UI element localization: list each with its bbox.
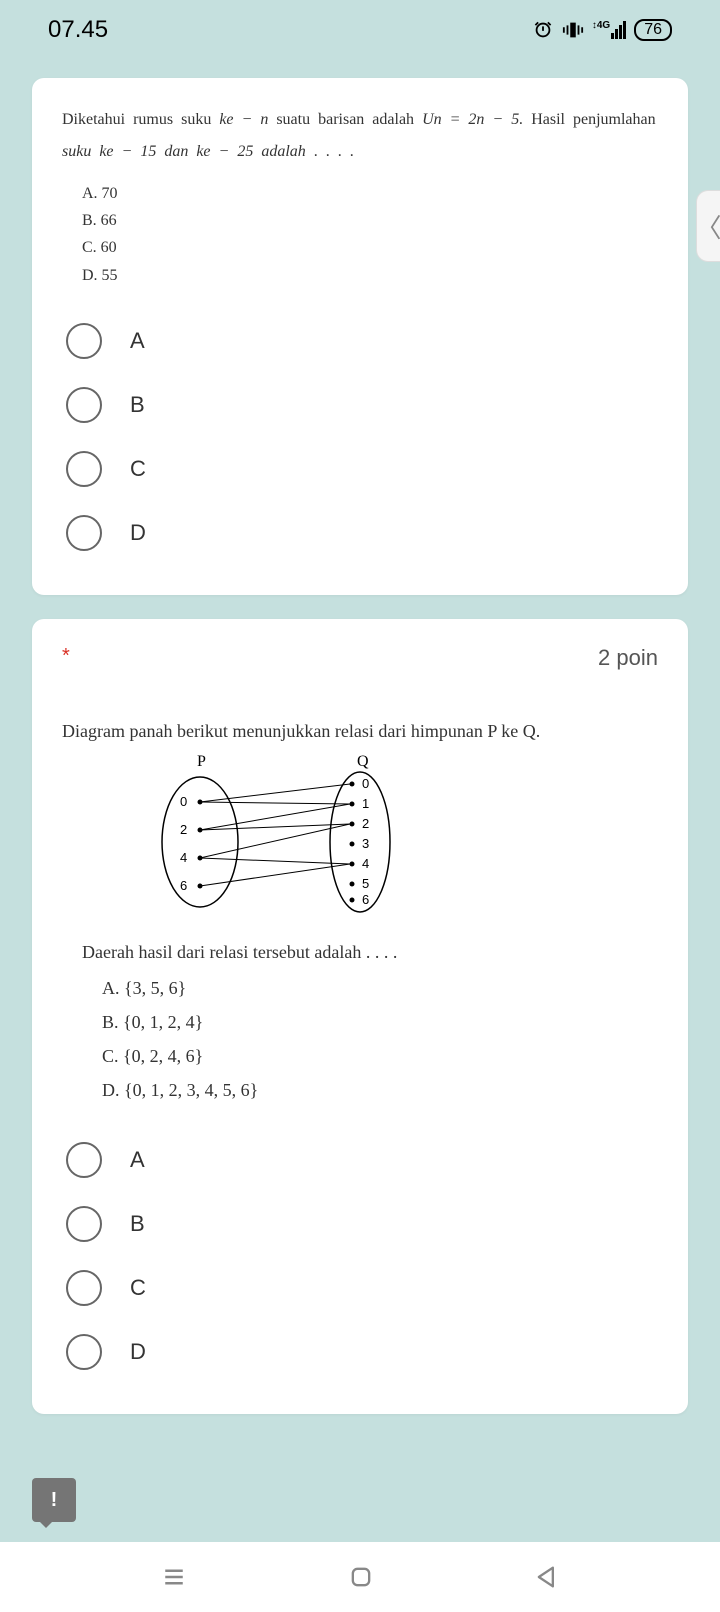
status-time: 07.45	[48, 16, 108, 44]
radio-icon	[66, 451, 102, 487]
diagram-container: P Q 0 2 4 6 0 1 2 3 4 5 6	[62, 752, 658, 922]
question2-answer-list: A. {3, 5, 6} B. {0, 1, 2, 4} C. {0, 2, 4…	[62, 971, 658, 1108]
q2-option-b[interactable]: B	[66, 1192, 658, 1256]
q1-answer-b: B. 66	[82, 207, 658, 234]
q2-option-d[interactable]: D	[66, 1320, 658, 1384]
radio-icon	[66, 1334, 102, 1370]
q2-option-c[interactable]: C	[66, 1256, 658, 1320]
svg-text:6: 6	[180, 878, 187, 893]
menu-icon[interactable]	[159, 1562, 189, 1592]
alarm-icon	[532, 19, 554, 41]
battery-indicator: 76	[634, 19, 672, 41]
question1-text: Diketahui rumus suku ke − n suatu barisa…	[62, 104, 658, 168]
radio-label: A	[130, 328, 145, 354]
q2-answer-c: C. {0, 2, 4, 6}	[102, 1039, 658, 1073]
svg-text:P: P	[197, 753, 206, 770]
question1-answer-list: A. 70 B. 66 C. 60 D. 55	[62, 180, 658, 289]
radio-label: B	[130, 1211, 145, 1237]
radio-label: D	[130, 520, 146, 546]
svg-text:4: 4	[180, 850, 187, 865]
navigation-bar	[0, 1542, 720, 1612]
radio-label: C	[130, 1275, 146, 1301]
svg-text:2: 2	[180, 822, 187, 837]
svg-text:6: 6	[362, 892, 369, 907]
question2-intro: Diagram panah berikut menunjukkan relasi…	[62, 721, 658, 742]
question-card-1: Diketahui rumus suku ke − n suatu barisa…	[32, 78, 688, 595]
svg-text:2: 2	[362, 816, 369, 831]
q1-option-d[interactable]: D	[66, 501, 658, 565]
required-star: *	[62, 645, 70, 668]
home-icon[interactable]	[347, 1563, 375, 1591]
q1-option-b[interactable]: B	[66, 373, 658, 437]
q1-radio-group: A B C D	[62, 309, 658, 565]
radio-label: B	[130, 392, 145, 418]
status-icons: ↕4G 76	[532, 19, 672, 41]
radio-label: A	[130, 1147, 145, 1173]
svg-text:3: 3	[362, 836, 369, 851]
question-card-2: * 2 poin Diagram panah berikut menunjukk…	[32, 619, 688, 1414]
vibrate-icon	[562, 19, 584, 41]
status-bar: 07.45 ↕4G 76	[0, 0, 720, 60]
card-header: * 2 poin	[62, 645, 658, 671]
question2-subtext: Daerah hasil dari relasi tersebut adalah…	[62, 942, 658, 963]
radio-icon	[66, 515, 102, 551]
back-icon[interactable]	[533, 1563, 561, 1591]
feedback-icon[interactable]: !	[32, 1478, 76, 1522]
radio-icon	[66, 387, 102, 423]
network-indicator: ↕4G	[592, 21, 626, 39]
q1-option-c[interactable]: C	[66, 437, 658, 501]
q2-answer-b: B. {0, 1, 2, 4}	[102, 1005, 658, 1039]
svg-text:4: 4	[362, 856, 369, 871]
q1-answer-d: D. 55	[82, 262, 658, 289]
svg-text:0: 0	[362, 776, 369, 791]
radio-icon	[66, 1206, 102, 1242]
svg-text:0: 0	[180, 794, 187, 809]
q2-radio-group: A B C D	[62, 1128, 658, 1384]
svg-text:5: 5	[362, 876, 369, 891]
side-tab[interactable]: 〈	[696, 190, 720, 262]
radio-label: D	[130, 1339, 146, 1365]
q1-answer-a: A. 70	[82, 180, 658, 207]
q1-answer-c: C. 60	[82, 234, 658, 261]
svg-text:1: 1	[362, 796, 369, 811]
q2-answer-a: A. {3, 5, 6}	[102, 971, 658, 1005]
radio-icon	[66, 1270, 102, 1306]
relation-diagram: P Q 0 2 4 6 0 1 2 3 4 5 6	[132, 752, 442, 922]
q1-option-a[interactable]: A	[66, 309, 658, 373]
q2-option-a[interactable]: A	[66, 1128, 658, 1192]
radio-label: C	[130, 456, 146, 482]
points-label: 2 poin	[598, 645, 658, 671]
radio-icon	[66, 1142, 102, 1178]
svg-text:Q: Q	[357, 753, 369, 770]
q2-answer-d: D. {0, 1, 2, 3, 4, 5, 6}	[102, 1073, 658, 1107]
radio-icon	[66, 323, 102, 359]
